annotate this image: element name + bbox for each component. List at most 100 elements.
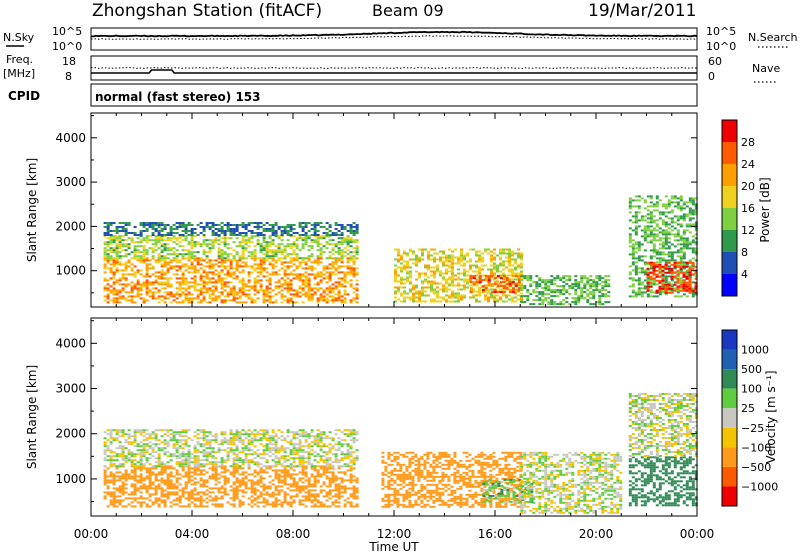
- heatmap-cell: [112, 287, 116, 290]
- heatmap-cell: [532, 299, 536, 302]
- heatmap-cell: [682, 293, 686, 296]
- heatmap-cell: [283, 279, 287, 282]
- heatmap-cell: [631, 229, 635, 232]
- heatmap-cell: [262, 275, 266, 278]
- heatmap-cell: [403, 264, 406, 267]
- heatmap-cell: [403, 282, 406, 285]
- heatmap-cell: [313, 239, 317, 242]
- heatmap-cell: [292, 485, 296, 488]
- heatmap-cell: [154, 467, 158, 470]
- heatmap-cell: [691, 201, 695, 204]
- heatmap-cell: [400, 276, 403, 279]
- heatmap-cell: [160, 479, 164, 482]
- heatmap-cell: [436, 252, 439, 255]
- heatmap-cell: [685, 215, 689, 218]
- heatmap-cell: [259, 479, 263, 482]
- heatmap-cell: [133, 257, 137, 260]
- heatmap-cell: [502, 264, 505, 267]
- heatmap-cell: [172, 232, 176, 234]
- heatmap-cell: [310, 267, 314, 270]
- heatmap-cell: [157, 455, 161, 458]
- heatmap-cell: [685, 295, 689, 298]
- heatmap-cell: [106, 433, 110, 436]
- heatmap-cell: [154, 291, 158, 294]
- heatmap-cell: [103, 234, 107, 236]
- heatmap-cell: [280, 261, 284, 264]
- heatmap-cell: [274, 501, 278, 504]
- heatmap-cell: [265, 471, 269, 474]
- heatmap-cell: [175, 455, 179, 458]
- heatmap-cell: [199, 497, 203, 500]
- heatmap-cell: [262, 259, 266, 262]
- heatmap-cell: [106, 491, 110, 494]
- heatmap-cell: [496, 280, 499, 283]
- heatmap-cell: [595, 275, 599, 278]
- heatmap-cell: [676, 281, 680, 284]
- heatmap-cell: [265, 228, 269, 230]
- heatmap-cell: [334, 267, 338, 270]
- heatmap-cell: [346, 497, 350, 500]
- heatmap-cell: [304, 487, 308, 490]
- heatmap-cell: [343, 271, 347, 274]
- heatmap-cell: [109, 247, 113, 250]
- colorbar-tick-label: 16: [741, 202, 755, 215]
- heatmap-cell: [337, 297, 341, 300]
- heatmap-cell: [193, 493, 197, 496]
- heatmap-cell: [166, 495, 170, 498]
- heatmap-cell: [217, 230, 221, 232]
- heatmap-cell: [631, 289, 635, 292]
- heatmap-cell: [124, 441, 128, 444]
- heatmap-cell: [193, 481, 197, 484]
- heatmap-cell: [640, 255, 644, 258]
- heatmap-cell: [220, 281, 224, 284]
- heatmap-cell: [454, 292, 457, 295]
- heatmap-cell: [118, 241, 122, 244]
- heatmap-cell: [340, 253, 344, 256]
- heatmap-cell: [235, 234, 239, 236]
- heatmap-cell: [328, 251, 332, 254]
- heatmap-cell: [352, 497, 356, 500]
- heatmap-cell: [241, 249, 245, 252]
- nsky-trace: [91, 30, 698, 38]
- heatmap-cell: [121, 499, 125, 502]
- heatmap-cell: [301, 247, 305, 250]
- heatmap-cell: [586, 293, 590, 296]
- heatmap-cell: [319, 279, 323, 282]
- heatmap-cell: [331, 232, 335, 234]
- heatmap-cell: [250, 301, 254, 304]
- heatmap-cell: [271, 505, 275, 508]
- heatmap-cell: [196, 301, 200, 304]
- heatmap-cell: [205, 489, 209, 492]
- heatmap-cell: [679, 237, 683, 240]
- heatmap-cell: [154, 235, 158, 238]
- heatmap-cell: [271, 255, 275, 258]
- heatmap-cell: [520, 258, 523, 261]
- heatmap-cell: [649, 221, 653, 224]
- heatmap-cell: [598, 279, 602, 282]
- heatmap-cell: [163, 467, 167, 470]
- heatmap-cell: [670, 251, 674, 254]
- heatmap-cell: [268, 235, 272, 238]
- heatmap-cell: [148, 505, 152, 508]
- heatmap-cell: [283, 255, 287, 258]
- heatmap-cell: [334, 261, 338, 264]
- heatmap-cell: [463, 264, 466, 267]
- heatmap-cell: [274, 475, 278, 478]
- heatmap-cell: [103, 289, 107, 292]
- heatmap-cell: [127, 473, 131, 476]
- heatmap-cell: [415, 254, 418, 257]
- heatmap-cell: [163, 287, 167, 290]
- heatmap-cell: [220, 257, 224, 260]
- heatmap-cell: [103, 241, 107, 244]
- heatmap-cell: [658, 199, 662, 202]
- heatmap-cell: [238, 473, 242, 476]
- heatmap-cell: [688, 209, 692, 212]
- heatmap-cell: [166, 481, 170, 484]
- heatmap-cell: [205, 222, 209, 224]
- heatmap-cell: [487, 275, 491, 278]
- heatmap-cell: [259, 267, 263, 270]
- heatmap-cell: [247, 479, 251, 482]
- heatmap-cell: [232, 267, 236, 270]
- heatmap-cell: [685, 285, 689, 288]
- heatmap-cell: [235, 301, 239, 304]
